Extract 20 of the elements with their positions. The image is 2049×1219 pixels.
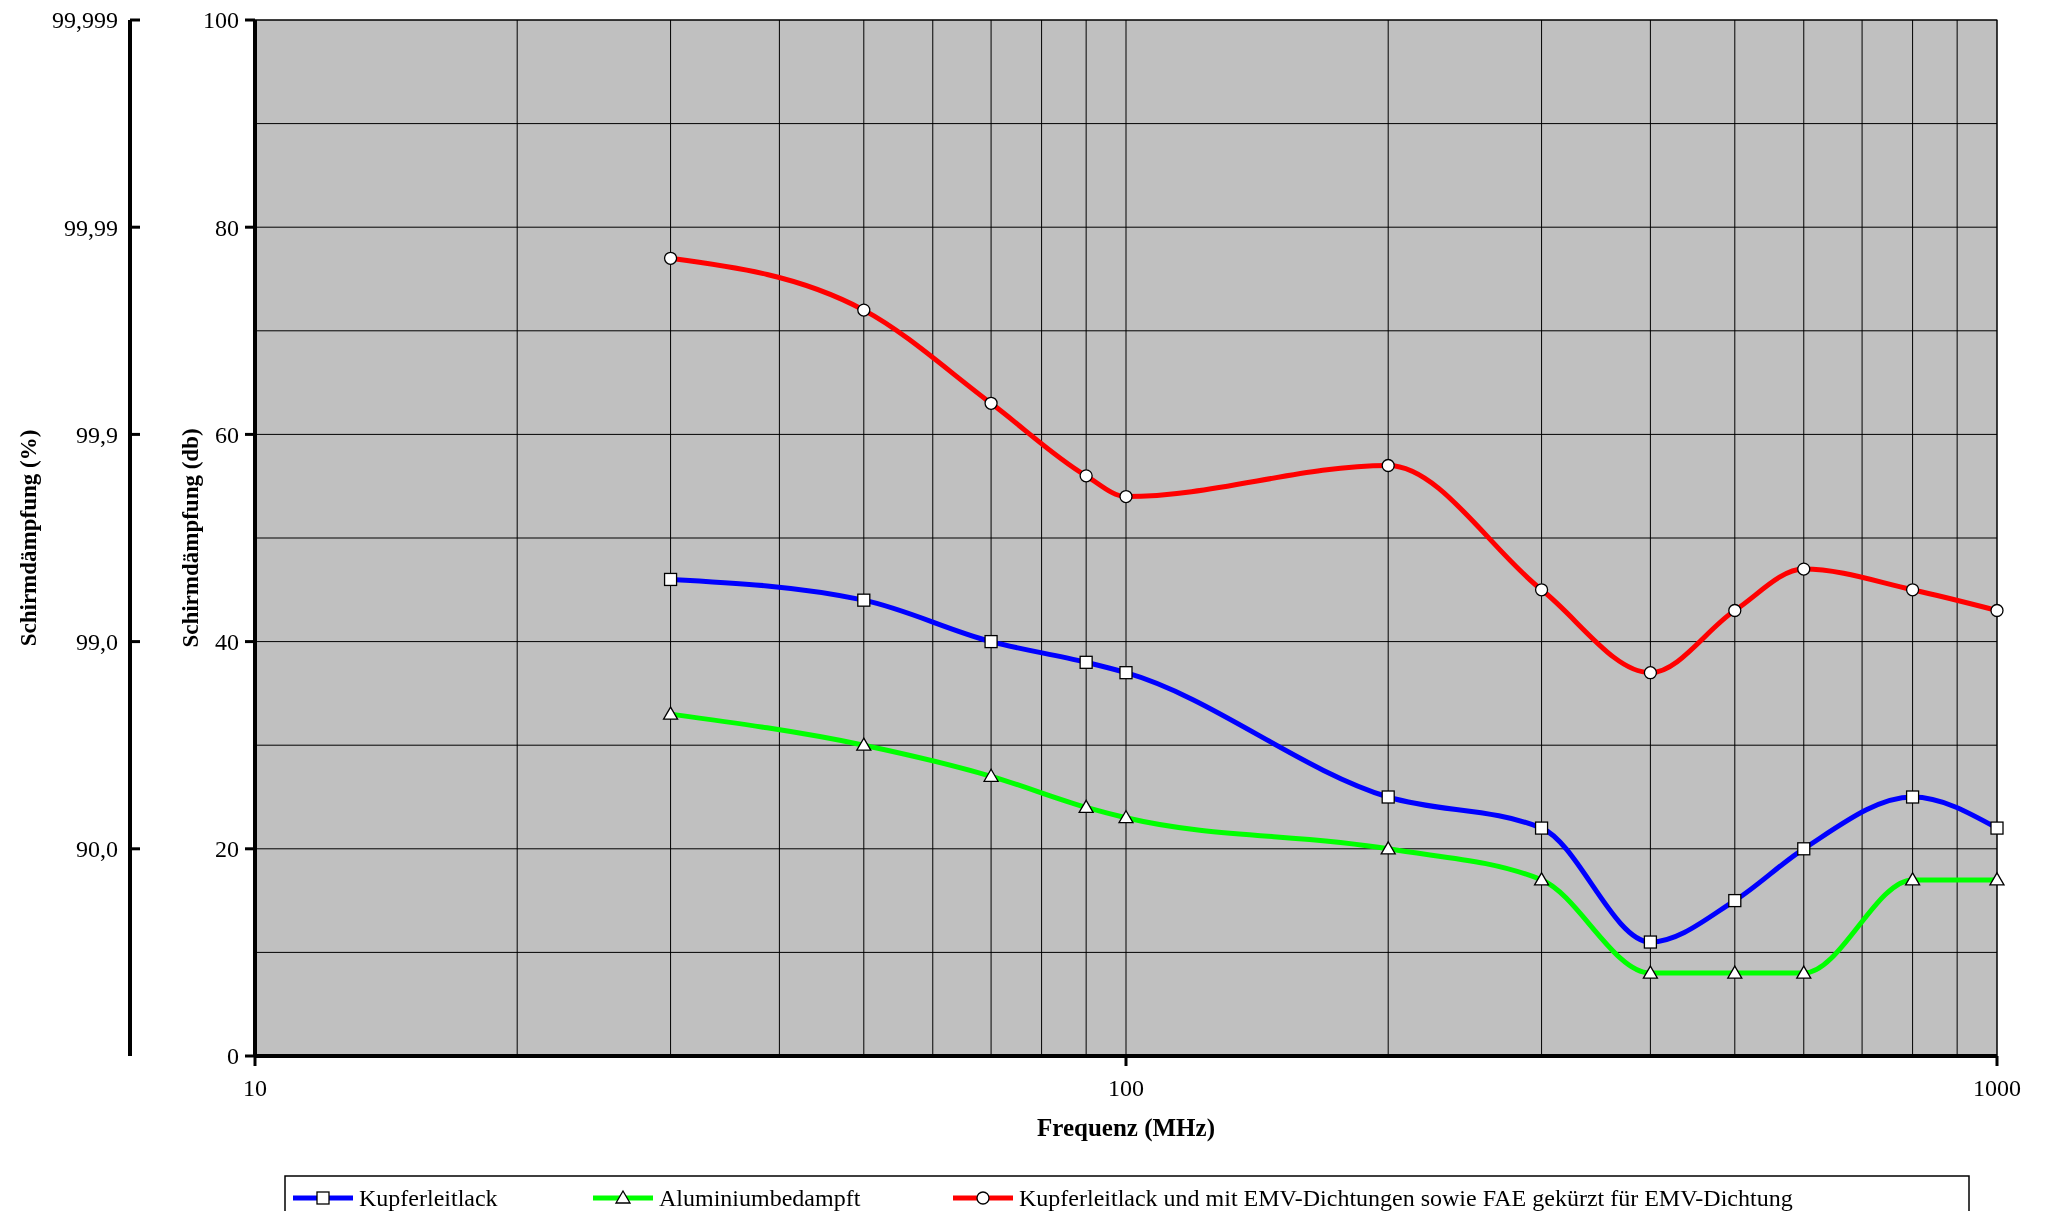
- text: 99,999: [52, 7, 118, 34]
- legend-label: Aluminiumbedampft: [659, 1185, 861, 1212]
- y-axis-title: Schirmdämpfung (db): [178, 428, 203, 648]
- text: Schirmdämpfung (%): [16, 429, 41, 647]
- legend-label: Kupferleitlack und mit EMV-Dichtungen sowie FAE gekürzt für EMV-Dichtung: [1019, 1185, 1793, 1212]
- x-axis-title: Frequenz (MHz): [1037, 1114, 1215, 1142]
- legend-label: Kupferleitlack: [359, 1185, 498, 1212]
- y-tick-label: 60: [215, 421, 239, 448]
- y-tick-label: 0: [227, 1043, 239, 1070]
- x-tick-label: 10: [243, 1075, 267, 1101]
- text: 90,0: [76, 836, 118, 863]
- y-tick-label: 20: [215, 836, 239, 863]
- text: 99,0: [76, 629, 118, 655]
- x-tick-label: 1000: [1973, 1075, 2021, 1101]
- y-tick-label: 80: [215, 214, 239, 241]
- text: 99,9: [76, 421, 118, 448]
- text: 99,99: [64, 214, 118, 241]
- x-tick-label: 100: [1108, 1075, 1144, 1101]
- y-tick-label: 100: [203, 7, 239, 34]
- y-tick-label: 40: [215, 629, 239, 655]
